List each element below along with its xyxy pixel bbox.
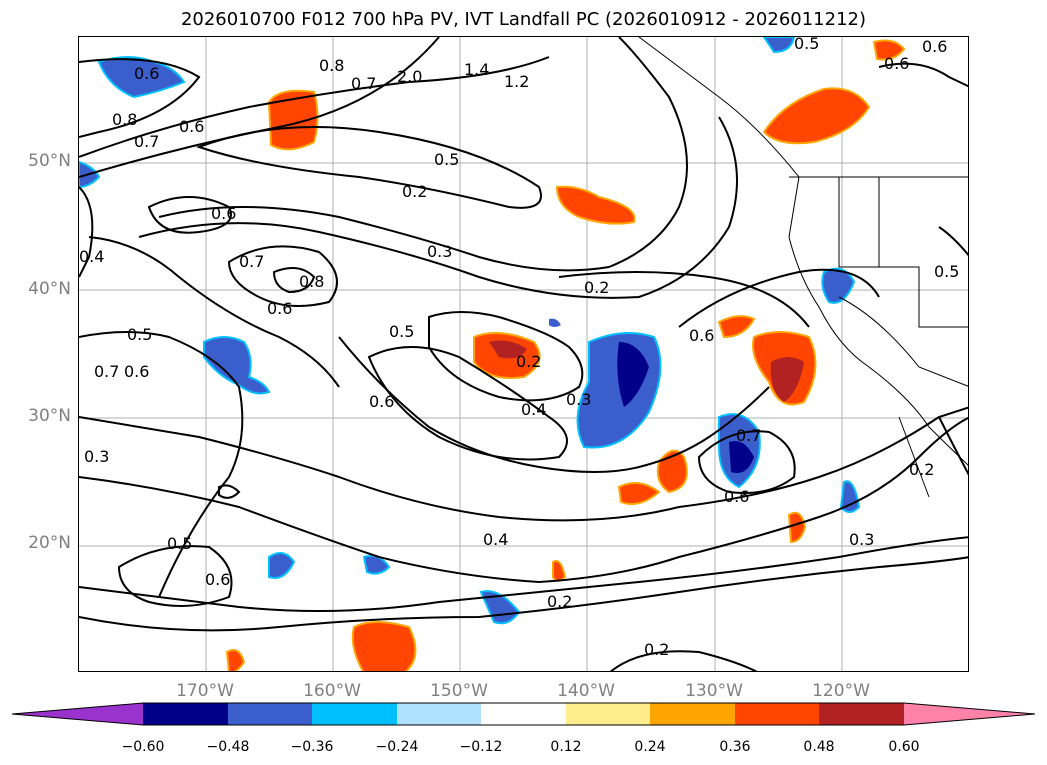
colorbar-tick: 0.36 <box>719 739 751 755</box>
contour-label: 0.4 <box>521 400 546 419</box>
map-title: 2026010700 F012 700 hPa PV, IVT Landfall… <box>180 9 867 30</box>
lat-label-40n: 40°N <box>28 279 71 299</box>
positive-anomaly-fills <box>225 39 906 671</box>
colorbar-tick: −0.12 <box>459 739 503 755</box>
colorbar-segment <box>904 703 1035 725</box>
contour-label: 1.4 <box>464 60 489 79</box>
contour-label: 0.4 <box>79 247 104 266</box>
contour-label: 0.5 <box>389 322 414 341</box>
contour-label: 0.6 <box>689 326 714 345</box>
contour-label: 0.3 <box>566 390 591 409</box>
colorbar-segment <box>228 703 312 725</box>
contour-label: 0.7 <box>94 362 119 381</box>
contour-label: 0.2 <box>909 460 934 479</box>
contour-label: 0.6 <box>124 362 149 381</box>
contour-label: 0.6 <box>724 487 749 506</box>
contour-label: 2.0 <box>397 67 422 86</box>
lat-label-50n: 50°N <box>28 151 71 171</box>
contour-label: 0.3 <box>84 447 109 466</box>
contour-label: 0.3 <box>849 530 874 549</box>
contour-label: 0.7 <box>239 252 264 271</box>
colorbar-tick: 0.48 <box>803 739 835 755</box>
pv-contours <box>79 37 968 671</box>
contour-label: 0.7 <box>736 426 761 445</box>
contour-label: 0.5 <box>934 262 959 281</box>
colorbar <box>11 702 1036 726</box>
contour-label: 0.4 <box>483 530 508 549</box>
contour-label: 0.2 <box>584 278 609 297</box>
colorbar-tick: −0.24 <box>375 739 419 755</box>
colorbar-segment <box>143 703 228 725</box>
map-panel: 0.6 0.8 0.7 0.6 2.0 1.4 1.2 0.8 0.7 0.5 … <box>78 36 969 672</box>
contour-label: 0.5 <box>434 150 459 169</box>
contour-label: 0.2 <box>516 352 541 371</box>
colorbar-tick: −0.48 <box>206 739 250 755</box>
contour-label: 0.6 <box>922 37 947 56</box>
lat-label-20n: 20°N <box>28 533 71 553</box>
lon-label-140w: 140°W <box>557 681 615 701</box>
colorbar-segment <box>397 703 481 725</box>
colorbar-segment <box>566 703 650 725</box>
contour-label: 0.6 <box>267 299 292 318</box>
lon-label-150w: 150°W <box>430 681 488 701</box>
contour-label: 0.2 <box>547 592 572 611</box>
colorbar-tick: 0.24 <box>634 739 666 755</box>
coastlines <box>638 37 968 498</box>
contour-label: 0.8 <box>299 272 324 291</box>
contour-label: 0.7 <box>134 132 159 151</box>
map-canvas: 0.6 0.8 0.7 0.6 2.0 1.4 1.2 0.8 0.7 0.5 … <box>79 37 968 671</box>
gridlines <box>79 37 968 671</box>
colorbar-outline <box>11 702 1036 726</box>
lon-label-130w: 130°W <box>685 681 743 701</box>
contour-label: 0.6 <box>884 54 909 73</box>
colorbar-segment <box>650 703 735 725</box>
colorbar-segment <box>312 703 397 725</box>
lon-label-120w: 120°W <box>812 681 870 701</box>
colorbar-tick: 0.12 <box>550 739 582 755</box>
contour-label: 0.6 <box>211 204 236 223</box>
contour-label: 0.6 <box>369 392 394 411</box>
colorbar-tick: −0.60 <box>121 739 165 755</box>
colorbar-segment <box>12 703 143 725</box>
colorbar-segment <box>735 703 819 725</box>
contour-label: 0.6 <box>179 117 204 136</box>
negative-anomaly-fills <box>79 37 861 625</box>
contour-label: 0.8 <box>319 56 344 75</box>
colorbar-segments <box>11 702 1036 726</box>
contour-label: 0.5 <box>794 37 819 53</box>
contour-label: 0.8 <box>112 110 137 129</box>
contour-label: 0.6 <box>134 64 159 83</box>
contour-label: 0.5 <box>167 534 192 553</box>
colorbar-tick: 0.60 <box>888 739 920 755</box>
contour-label: 0.2 <box>644 640 669 659</box>
lon-label-170w: 170°W <box>176 681 234 701</box>
contour-label: 0.7 <box>351 74 376 93</box>
contour-label: 0.3 <box>427 242 452 261</box>
contour-label: 0.2 <box>402 182 427 201</box>
colorbar-segment <box>481 703 566 725</box>
contour-label: 0.5 <box>127 325 152 344</box>
colorbar-tick: −0.36 <box>290 739 334 755</box>
colorbar-segment <box>819 703 904 725</box>
lat-label-30n: 30°N <box>28 406 71 426</box>
contour-label: 0.6 <box>205 570 230 589</box>
lon-label-160w: 160°W <box>303 681 361 701</box>
contour-labels: 0.6 0.8 0.7 0.6 2.0 1.4 1.2 0.8 0.7 0.5 … <box>79 37 959 659</box>
contour-label: 1.2 <box>504 72 529 91</box>
